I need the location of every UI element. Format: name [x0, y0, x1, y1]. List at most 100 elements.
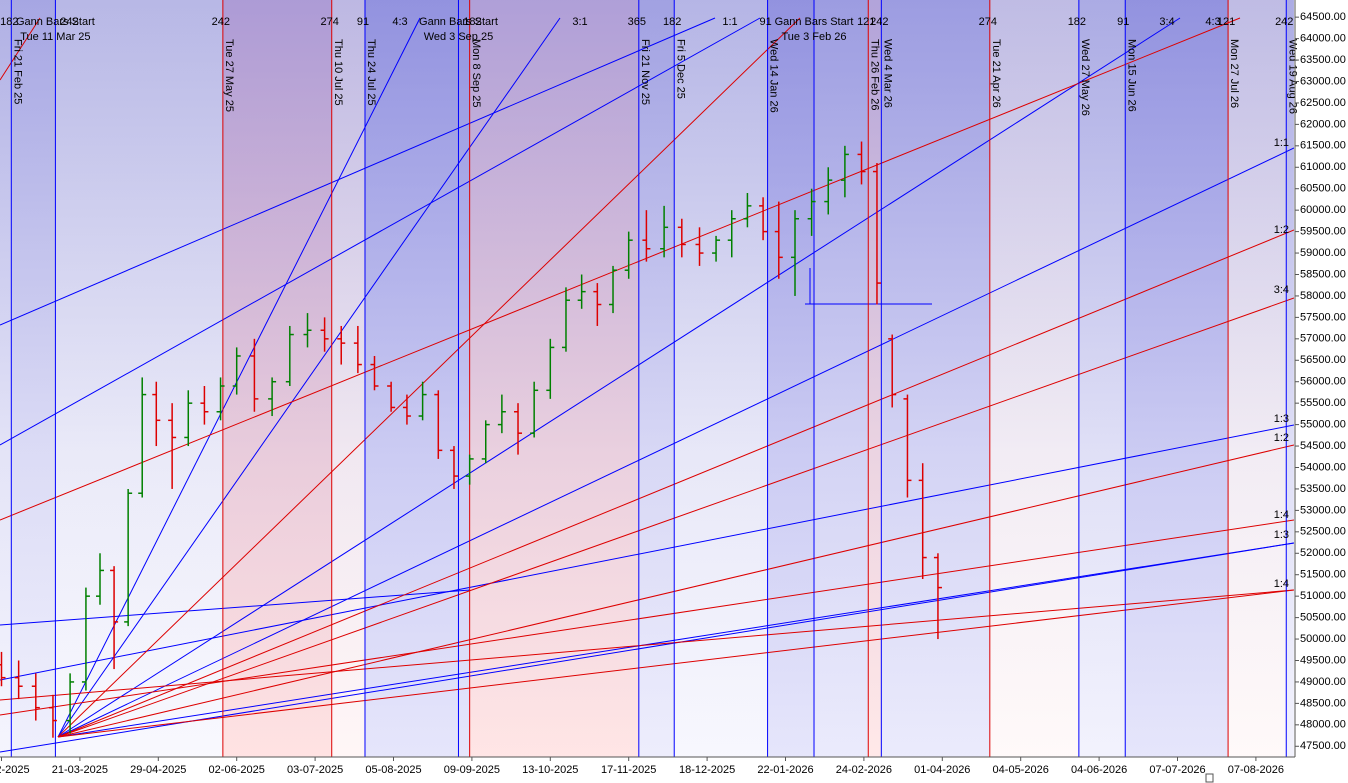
time-band — [1125, 0, 1229, 757]
time-band — [814, 0, 869, 757]
y-tick-label: 58500.00 — [1300, 268, 1346, 280]
gann-start-title: Gann Bars Start — [775, 16, 854, 28]
time-line-label: Thu 10 Jul 25 — [332, 39, 344, 106]
bar-count: 242 — [870, 16, 888, 28]
bar-count: 121 — [857, 16, 875, 28]
gann-start-title: Gann Bars Start — [419, 16, 498, 28]
y-tick-label: 57500.00 — [1300, 311, 1346, 323]
fan-line — [57, 17, 421, 738]
y-tick-label: 49000.00 — [1300, 676, 1346, 688]
y-tick-label: 60500.00 — [1300, 183, 1346, 195]
y-tick-label: 59000.00 — [1300, 247, 1346, 259]
y-tick-label: 62500.00 — [1300, 97, 1346, 109]
time-band — [767, 0, 815, 757]
time-line-label: Wed 4 Mar 26 — [881, 39, 893, 108]
fan-line — [0, 519, 1294, 716]
time-band — [638, 0, 675, 757]
ratio-label: 1:1 — [722, 16, 737, 28]
y-tick-label: 63500.00 — [1300, 54, 1346, 66]
fan-line — [0, 589, 1294, 701]
y-tick-label: 62000.00 — [1300, 118, 1346, 130]
x-tick-label: 21-03-2025 — [52, 764, 108, 776]
fan-label: 1:4 — [1274, 578, 1289, 590]
time-line-label: Thu 24 Jul 25 — [365, 39, 377, 106]
price-bars — [0, 141, 942, 738]
time-line-label: Mon 8 Sep 25 — [470, 39, 482, 108]
bands — [0, 0, 1294, 757]
time-band — [1228, 0, 1287, 757]
x-tick-label: 03-07-2025 — [287, 764, 343, 776]
y-tick-label: 48500.00 — [1300, 697, 1346, 709]
x-tick-label: 24-02-2026 — [836, 764, 892, 776]
time-band — [1078, 0, 1126, 757]
y-tick-label: 56500.00 — [1300, 354, 1346, 366]
y-tick-label: 58000.00 — [1300, 290, 1346, 302]
fan-line — [57, 17, 1181, 738]
time-band — [458, 0, 470, 757]
time-band — [881, 0, 990, 757]
time-line-label: Wed 14 Jan 26 — [768, 39, 780, 113]
bar-count: 274 — [321, 16, 339, 28]
bar-count: 182 — [463, 16, 481, 28]
bar-count: 242 — [1275, 16, 1293, 28]
y-tick-label: 61500.00 — [1300, 140, 1346, 152]
x-tick-label: 05-08-2025 — [365, 764, 421, 776]
fan-line — [57, 147, 1294, 738]
bar-count: 182 — [1068, 16, 1086, 28]
x-tick-label: 07-08-2026 — [1228, 764, 1284, 776]
x-tick-label: 17-02-2025 — [0, 764, 30, 776]
y-tick-label: 57000.00 — [1300, 333, 1346, 345]
fan-label: 1:2 — [1274, 432, 1289, 444]
y-tick-label: 64000.00 — [1300, 33, 1346, 45]
time-band — [364, 0, 459, 757]
time-band — [11, 0, 56, 757]
bar-count: 365 — [628, 16, 646, 28]
x-tick-label: 29-04-2025 — [130, 764, 186, 776]
bar-count: 242 — [60, 16, 78, 28]
fan-line — [57, 297, 1294, 738]
x-tick-label: 17-11-2025 — [601, 764, 656, 776]
fan-line — [0, 17, 716, 326]
time-band — [1286, 0, 1294, 757]
time-band — [868, 0, 882, 757]
fan-label: 1:3 — [1274, 529, 1289, 541]
fan-line — [0, 17, 761, 446]
fan-line — [0, 589, 471, 626]
y-tick-label: 50000.00 — [1300, 633, 1346, 645]
y-tick-label: 47500.00 — [1300, 740, 1346, 752]
bar-count: 274 — [979, 16, 997, 28]
time-band — [0, 0, 12, 757]
ratio-label: 4:3 — [1205, 16, 1220, 28]
time-band — [469, 0, 639, 757]
y-tick-label: 64500.00 — [1300, 11, 1346, 23]
x-tick-label: 09-09-2025 — [444, 764, 500, 776]
time-band — [55, 0, 223, 757]
gann-start-date: Tue 11 Mar 25 — [20, 31, 90, 43]
fan-line — [0, 17, 1241, 521]
bar-count: 242 — [212, 16, 230, 28]
y-tick-label: 55500.00 — [1300, 397, 1346, 409]
y-tick-label: 55000.00 — [1300, 419, 1346, 431]
fan-line — [57, 17, 801, 738]
ratio-label: 4:3 — [392, 16, 407, 28]
y-tick-label: 52500.00 — [1300, 526, 1346, 538]
bar-count: 182 — [663, 16, 681, 28]
time-line-label: Fri 21 Feb 25 — [11, 39, 23, 104]
time-band — [989, 0, 1079, 757]
time-line-label: Tue 27 May 25 — [223, 39, 235, 112]
x-tick-label: 04-06-2026 — [1071, 764, 1127, 776]
y-tick-label: 56000.00 — [1300, 376, 1346, 388]
y-tick-label: 51500.00 — [1300, 569, 1346, 581]
ratio-label: 3:1 — [572, 16, 587, 28]
time-line-label: Fri 21 Nov 25 — [639, 39, 651, 105]
y-tick-label: 54500.00 — [1300, 440, 1346, 452]
bar-count: 91 — [357, 16, 369, 28]
bar-count: 182 — [0, 16, 18, 28]
fan-label: 1:2 — [1274, 224, 1289, 236]
fan-line — [57, 589, 1294, 738]
gann-start-title: Gann Bars Start — [16, 16, 95, 28]
time-lines — [10, 0, 1287, 757]
time-line-label: Thu 26 Feb 26 — [868, 39, 880, 111]
y-tick-label: 63000.00 — [1300, 75, 1346, 87]
